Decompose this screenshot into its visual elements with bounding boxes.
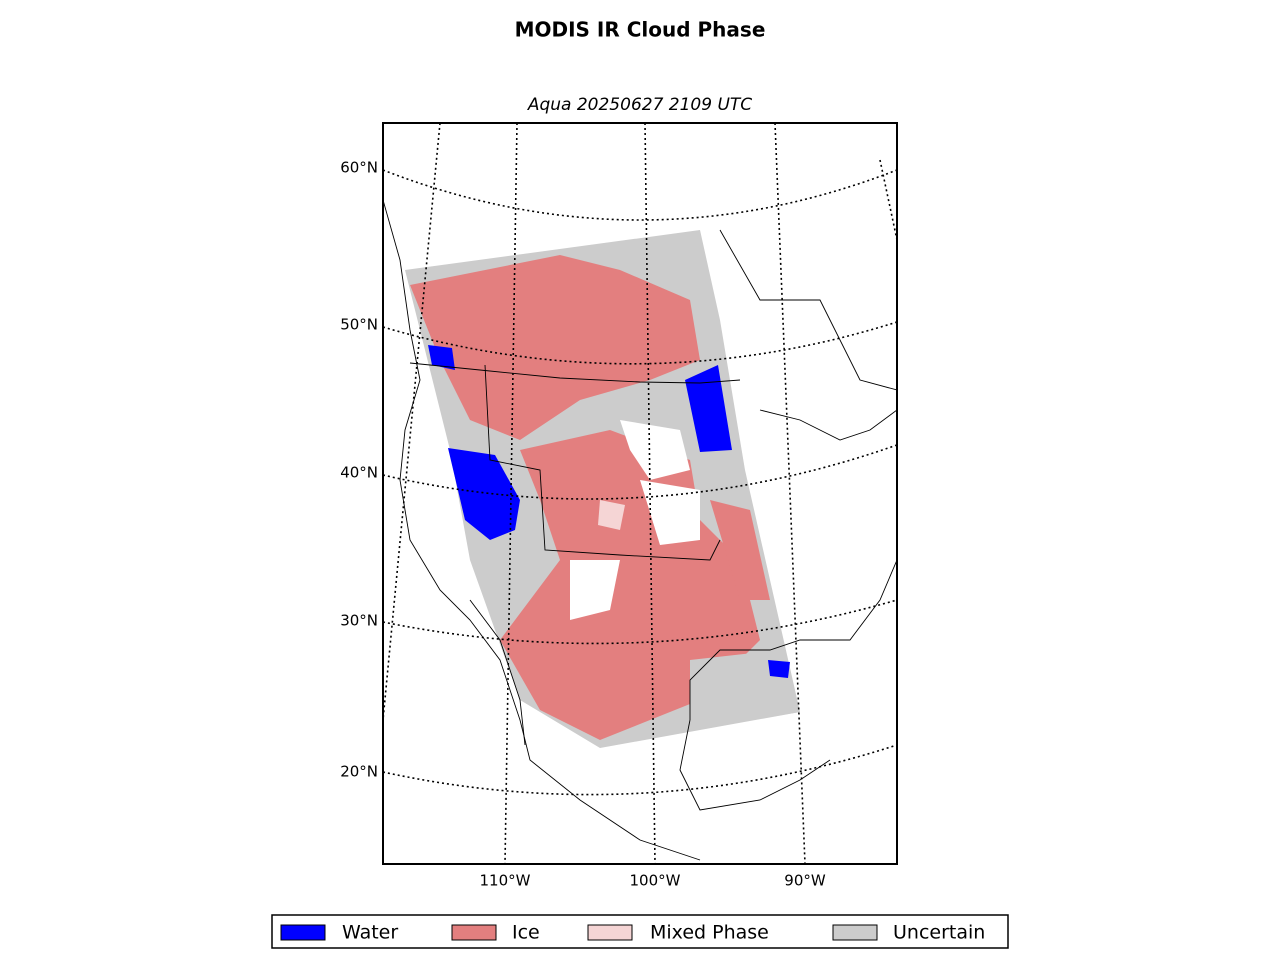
coastline [679,719,831,811]
ice-region [410,255,700,440]
graticule [879,159,897,241]
legend-label: Ice [512,922,540,944]
mixed-region [598,500,625,530]
coastline [469,599,526,746]
clear-region [640,480,700,545]
legend: Water Ice Mixed Phase Uncertain [271,914,1009,949]
lon-labels: 110°W 100°W 90°W [480,872,826,890]
lat-label: 60°N [340,159,378,177]
legend-label: Uncertain [893,922,985,944]
legend-label: Water [342,922,398,944]
subtitle: Aqua 20250627 2109 UTC [527,95,752,115]
lon-label: 110°W [480,872,531,890]
legend-label: Mixed Phase [650,922,769,944]
graticule [383,321,897,365]
lat-labels: 60°N 50°N 40°N 30°N 20°N [340,159,378,781]
graticule [383,169,897,221]
legend-swatch [451,924,497,941]
legend-box [271,914,1009,949]
water-region [448,448,520,540]
water-region [768,660,790,678]
graticule [504,123,518,864]
title: MODIS IR Cloud Phase [515,18,766,42]
ice-region [710,500,770,600]
legend-swatch [832,924,878,941]
coastline [759,409,897,441]
clear-region [620,420,690,480]
lat-label: 50°N [340,316,378,334]
coastline [719,229,897,391]
graticule [774,123,806,864]
lat-label: 30°N [340,612,378,630]
legend-swatch [587,924,633,941]
lon-label: 90°W [784,872,826,890]
map-frame [382,122,898,865]
clear-region [570,560,620,620]
border [484,364,721,561]
graticule [644,123,656,864]
graticule [383,744,897,796]
coastline [383,199,701,861]
graticule [383,599,897,645]
water-region [685,365,732,452]
map [383,123,897,864]
border [409,362,741,384]
lat-label: 40°N [340,464,378,482]
lat-label: 20°N [340,763,378,781]
lon-label: 100°W [630,872,681,890]
water-region [428,345,455,370]
graticule [383,123,441,721]
legend-swatch [280,924,326,941]
